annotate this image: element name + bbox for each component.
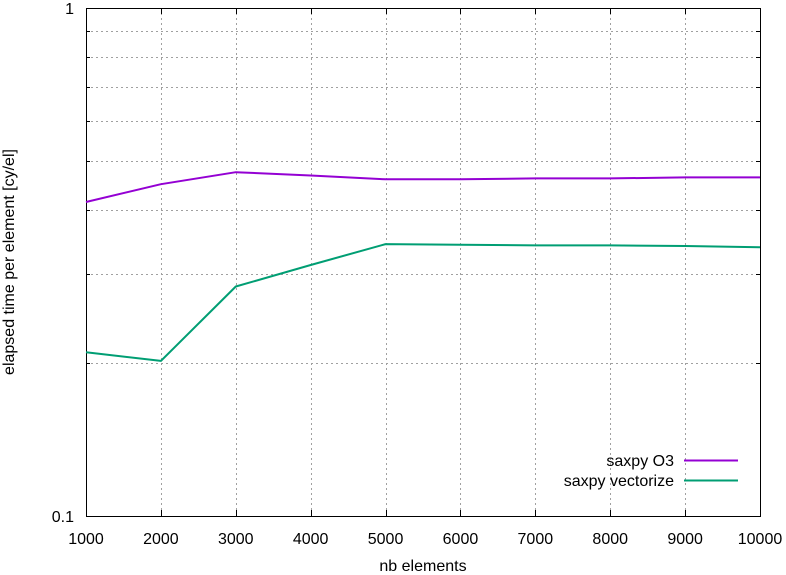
- legend-label: saxpy vectorize: [564, 473, 674, 490]
- plot-frame: [86, 8, 761, 517]
- x-tick-label: 3000: [218, 531, 254, 548]
- x-tick-label: 6000: [443, 531, 479, 548]
- legend-label: saxpy O3: [606, 453, 674, 470]
- axis-ticks: [86, 8, 761, 517]
- y-axis-title: elapsed time per element [cy/el]: [1, 149, 18, 375]
- x-tick-labels: 1000 2000 3000 4000 5000 6000 7000 8000 9000 1000…: [68, 531, 782, 548]
- series-line: [85, 243, 761, 362]
- series-line: [85, 171, 760, 203]
- x-tick-label: 7000: [518, 531, 554, 548]
- x-tick-label: 5000: [368, 531, 404, 548]
- x-tick-label: 2000: [143, 531, 179, 548]
- x-tick-label: 10000: [738, 531, 783, 548]
- y-tick-labels: 0.11: [52, 1, 74, 526]
- grid: [86, 8, 760, 516]
- series-lines: [85, 171, 761, 362]
- y-tick-label: 1: [65, 1, 74, 18]
- x-tick-label: 4000: [293, 531, 329, 548]
- x-tick-label: 8000: [592, 531, 628, 548]
- x-tick-label: 9000: [667, 531, 703, 548]
- legend: saxpy O3 saxpy vectorize: [564, 453, 738, 490]
- x-tick-label: 1000: [68, 531, 104, 548]
- y-tick-label: 0.1: [52, 509, 74, 526]
- x-axis-title: nb elements: [379, 558, 466, 575]
